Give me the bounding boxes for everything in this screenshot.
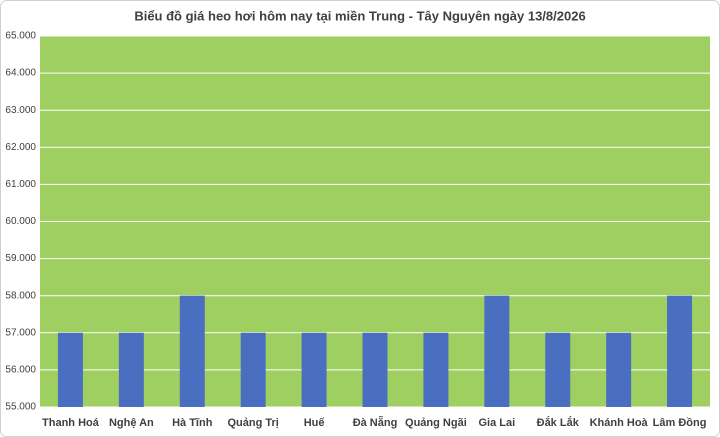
- x-tick-label: Lâm Đồng: [653, 417, 707, 429]
- y-tick-label: 58.000: [5, 290, 36, 301]
- bar: [362, 332, 388, 407]
- bar: [179, 295, 205, 407]
- x-tick-label: Đà Nẵng: [353, 416, 398, 429]
- y-tick-label: 55.000: [5, 402, 36, 413]
- bar: [118, 332, 144, 407]
- bar: [606, 332, 632, 407]
- x-tick-label: Nghệ An: [109, 417, 154, 429]
- bar: [57, 332, 83, 407]
- y-tick-label: 57.000: [5, 327, 36, 338]
- x-tick-label: Thanh Hoá: [42, 417, 100, 429]
- y-tick-label: 61.000: [5, 179, 36, 190]
- x-tick-label: Quảng Ngãi: [405, 417, 467, 429]
- y-tick-label: 63.000: [5, 105, 36, 116]
- bar: [484, 295, 510, 407]
- x-tick-label: Huế: [304, 417, 326, 429]
- y-tick-label: 64.000: [5, 68, 36, 79]
- x-tick-label: Hà Tĩnh: [172, 417, 213, 429]
- y-tick-label: 59.000: [5, 253, 36, 264]
- y-tick-label: 56.000: [5, 365, 36, 376]
- chart-title: Biểu đồ giá heo hơi hôm nay tại miền Tru…: [134, 8, 585, 23]
- bar: [301, 332, 327, 407]
- y-tick-label: 60.000: [5, 216, 36, 227]
- y-tick-label: 62.000: [5, 142, 36, 153]
- x-tick-label: Gia Lai: [478, 417, 515, 429]
- x-tick-label: Khánh Hoà: [590, 417, 649, 429]
- bar: [240, 332, 266, 407]
- y-tick-label: 65.000: [5, 31, 36, 42]
- bar: [667, 295, 693, 407]
- x-tick-label: Quảng Trị: [228, 417, 279, 429]
- bar: [423, 332, 449, 407]
- x-tick-label: Đắk Lắk: [537, 416, 580, 429]
- bar: [545, 332, 571, 407]
